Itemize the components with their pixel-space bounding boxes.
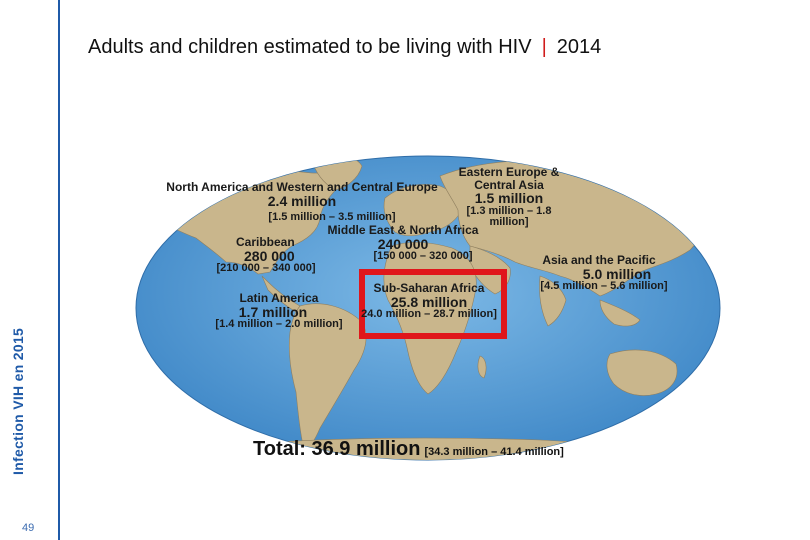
landmass-southeast-asia bbox=[599, 299, 641, 327]
total-label: Total: 36.9 million bbox=[253, 438, 421, 460]
region-value: 2.4 million bbox=[267, 192, 337, 209]
region-name: North America and Western and Central Eu… bbox=[166, 180, 438, 194]
region-value: 1.5 million bbox=[474, 190, 544, 207]
region-name: Middle East & North Africa bbox=[327, 223, 479, 237]
region-name: Caribbean bbox=[236, 235, 295, 249]
region-range: 24.0 million – 28.7 million] bbox=[361, 308, 497, 321]
title-text: Adults and children estimated to be livi… bbox=[88, 36, 532, 58]
title-year: 2014 bbox=[556, 36, 602, 58]
region-range: [1.3 million – 1.8 million] bbox=[466, 204, 552, 229]
slide-title: Adults and children estimated to be livi… bbox=[88, 36, 601, 59]
region-range: [210 000 – 340 000] bbox=[216, 262, 316, 275]
region-range: [1.5 million – 3.5 million] bbox=[268, 211, 396, 224]
region-value: 280 000 bbox=[244, 247, 295, 264]
region-name: Asia and the Pacific bbox=[542, 253, 656, 267]
total-range: [34.3 million – 41.4 million] bbox=[424, 446, 564, 458]
landmass-india bbox=[539, 275, 567, 327]
region-value: 25.8 million bbox=[390, 293, 468, 310]
landmass-new-zealand bbox=[696, 395, 705, 415]
region-name: Latin America bbox=[239, 291, 319, 305]
region-label-caribbean: Caribbean 280 000 [210 000 – 340 000] bbox=[206, 236, 326, 275]
landmass-europe bbox=[383, 184, 460, 237]
page-number: 49 bbox=[22, 522, 35, 534]
region-label-latin-america: Latin America 1.7 million [1.4 million –… bbox=[206, 292, 352, 331]
landmass-australia bbox=[606, 349, 678, 396]
sidebar-accent-bar bbox=[58, 0, 60, 540]
sub-saharan-highlight-box bbox=[359, 269, 507, 339]
region-label-north-america-europe: North America and Western and Central Eu… bbox=[164, 181, 440, 224]
landmass-africa bbox=[383, 242, 477, 395]
region-value: 5.0 million bbox=[582, 265, 652, 282]
region-range: [150 000 – 320 000] bbox=[373, 250, 473, 263]
region-name: Sub-Saharan Africa bbox=[373, 281, 485, 295]
region-label-eastern-europe: Eastern Europe & Central Asia 1.5 millio… bbox=[455, 166, 563, 229]
region-label-middle-east: Middle East & North Africa 240 000 [150 … bbox=[318, 224, 488, 263]
region-value: 1.7 million bbox=[238, 303, 308, 320]
region-name: Eastern Europe & Central Asia bbox=[458, 165, 560, 192]
total-summary: Total: 36.9 million [34.3 million – 41.4 … bbox=[253, 438, 564, 461]
region-label-asia-pacific: Asia and the Pacific 5.0 million [4.5 mi… bbox=[518, 254, 668, 293]
region-label-sub-saharan-africa: Sub-Saharan Africa 25.8 million 24.0 mil… bbox=[354, 282, 504, 321]
region-range: [1.4 million – 2.0 million] bbox=[215, 318, 343, 331]
title-separator: | bbox=[541, 36, 547, 58]
region-value: 240 000 bbox=[377, 235, 429, 252]
region-range: [4.5 million – 5.6 million] bbox=[540, 280, 668, 293]
landmass-madagascar bbox=[477, 355, 487, 379]
